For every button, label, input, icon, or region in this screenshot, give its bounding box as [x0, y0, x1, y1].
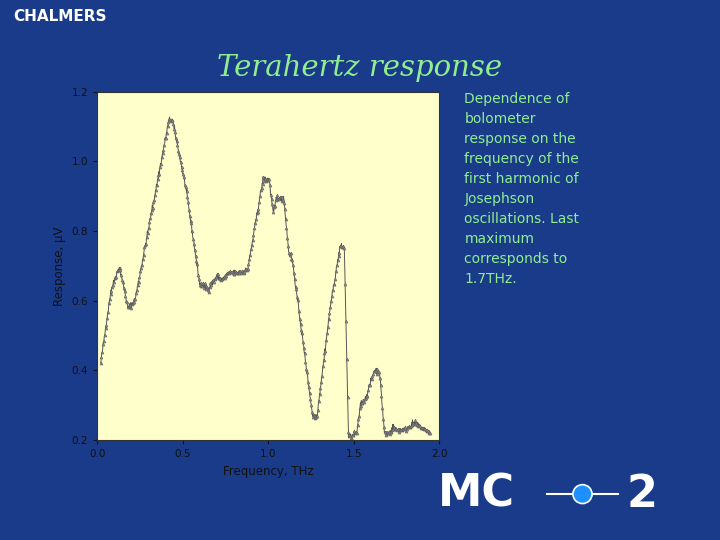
Text: CHALMERS: CHALMERS — [13, 9, 107, 24]
Text: Dependence of
bolometer
response on the
frequency of the
first harmonic of
Josep: Dependence of bolometer response on the … — [464, 92, 580, 286]
Text: 2: 2 — [626, 472, 657, 516]
X-axis label: Frequency, THz: Frequency, THz — [223, 465, 313, 478]
Circle shape — [573, 485, 592, 503]
Text: MC: MC — [438, 472, 515, 516]
Y-axis label: Response, μV: Response, μV — [53, 226, 66, 306]
Text: Terahertz response: Terahertz response — [217, 53, 503, 82]
